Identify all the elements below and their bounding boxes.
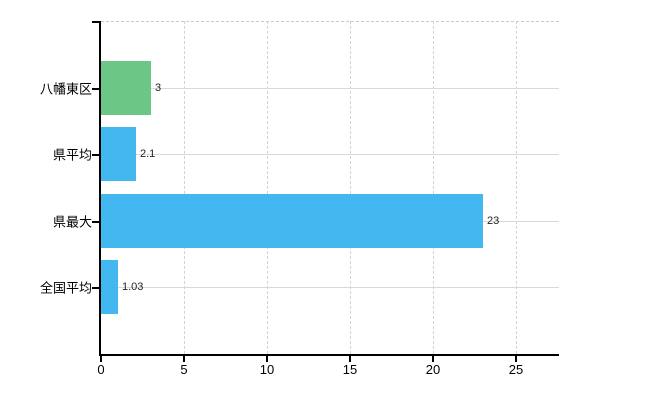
plot-top-border	[101, 21, 559, 22]
bar	[101, 127, 136, 181]
category-label: 県最大	[52, 214, 92, 230]
horizontal-gridline	[101, 154, 559, 155]
bar-value-label: 2.1	[140, 148, 156, 160]
horizontal-gridline	[101, 88, 559, 89]
y-axis-line	[99, 21, 101, 354]
bar-value-label: 3	[155, 82, 162, 94]
category-label: 全国平均	[39, 280, 92, 296]
y-axis-tick	[92, 88, 99, 90]
vertical-gridline	[433, 21, 434, 354]
x-axis-tick	[266, 356, 268, 362]
bar-value-label: 1.03	[122, 281, 144, 293]
x-axis-tick	[432, 356, 434, 362]
bar-value-label: 23	[487, 215, 500, 227]
y-axis-tick	[92, 21, 99, 23]
vertical-gridline	[184, 21, 185, 354]
x-axis-tick	[349, 356, 351, 362]
x-axis-tick	[515, 356, 517, 362]
x-tick-label: 10	[259, 362, 275, 377]
y-axis-tick	[92, 154, 99, 156]
x-tick-label: 20	[425, 362, 441, 377]
x-tick-label: 0	[97, 362, 105, 377]
bar	[101, 260, 118, 314]
bar	[101, 194, 483, 248]
category-label: 八幡東区	[39, 81, 92, 97]
y-axis-tick	[92, 287, 99, 289]
vertical-gridline	[516, 21, 517, 354]
bar	[101, 61, 151, 115]
x-axis-tick	[183, 356, 185, 362]
y-axis-tick	[92, 221, 99, 223]
x-axis-tick	[100, 356, 102, 362]
x-tick-label: 15	[342, 362, 358, 377]
vertical-gridline	[267, 21, 268, 354]
x-tick-label: 25	[508, 362, 524, 377]
category-label: 県平均	[52, 147, 92, 163]
x-axis-line	[99, 354, 559, 356]
horizontal-gridline	[101, 287, 559, 288]
vertical-gridline	[350, 21, 351, 354]
x-tick-label: 5	[180, 362, 188, 377]
